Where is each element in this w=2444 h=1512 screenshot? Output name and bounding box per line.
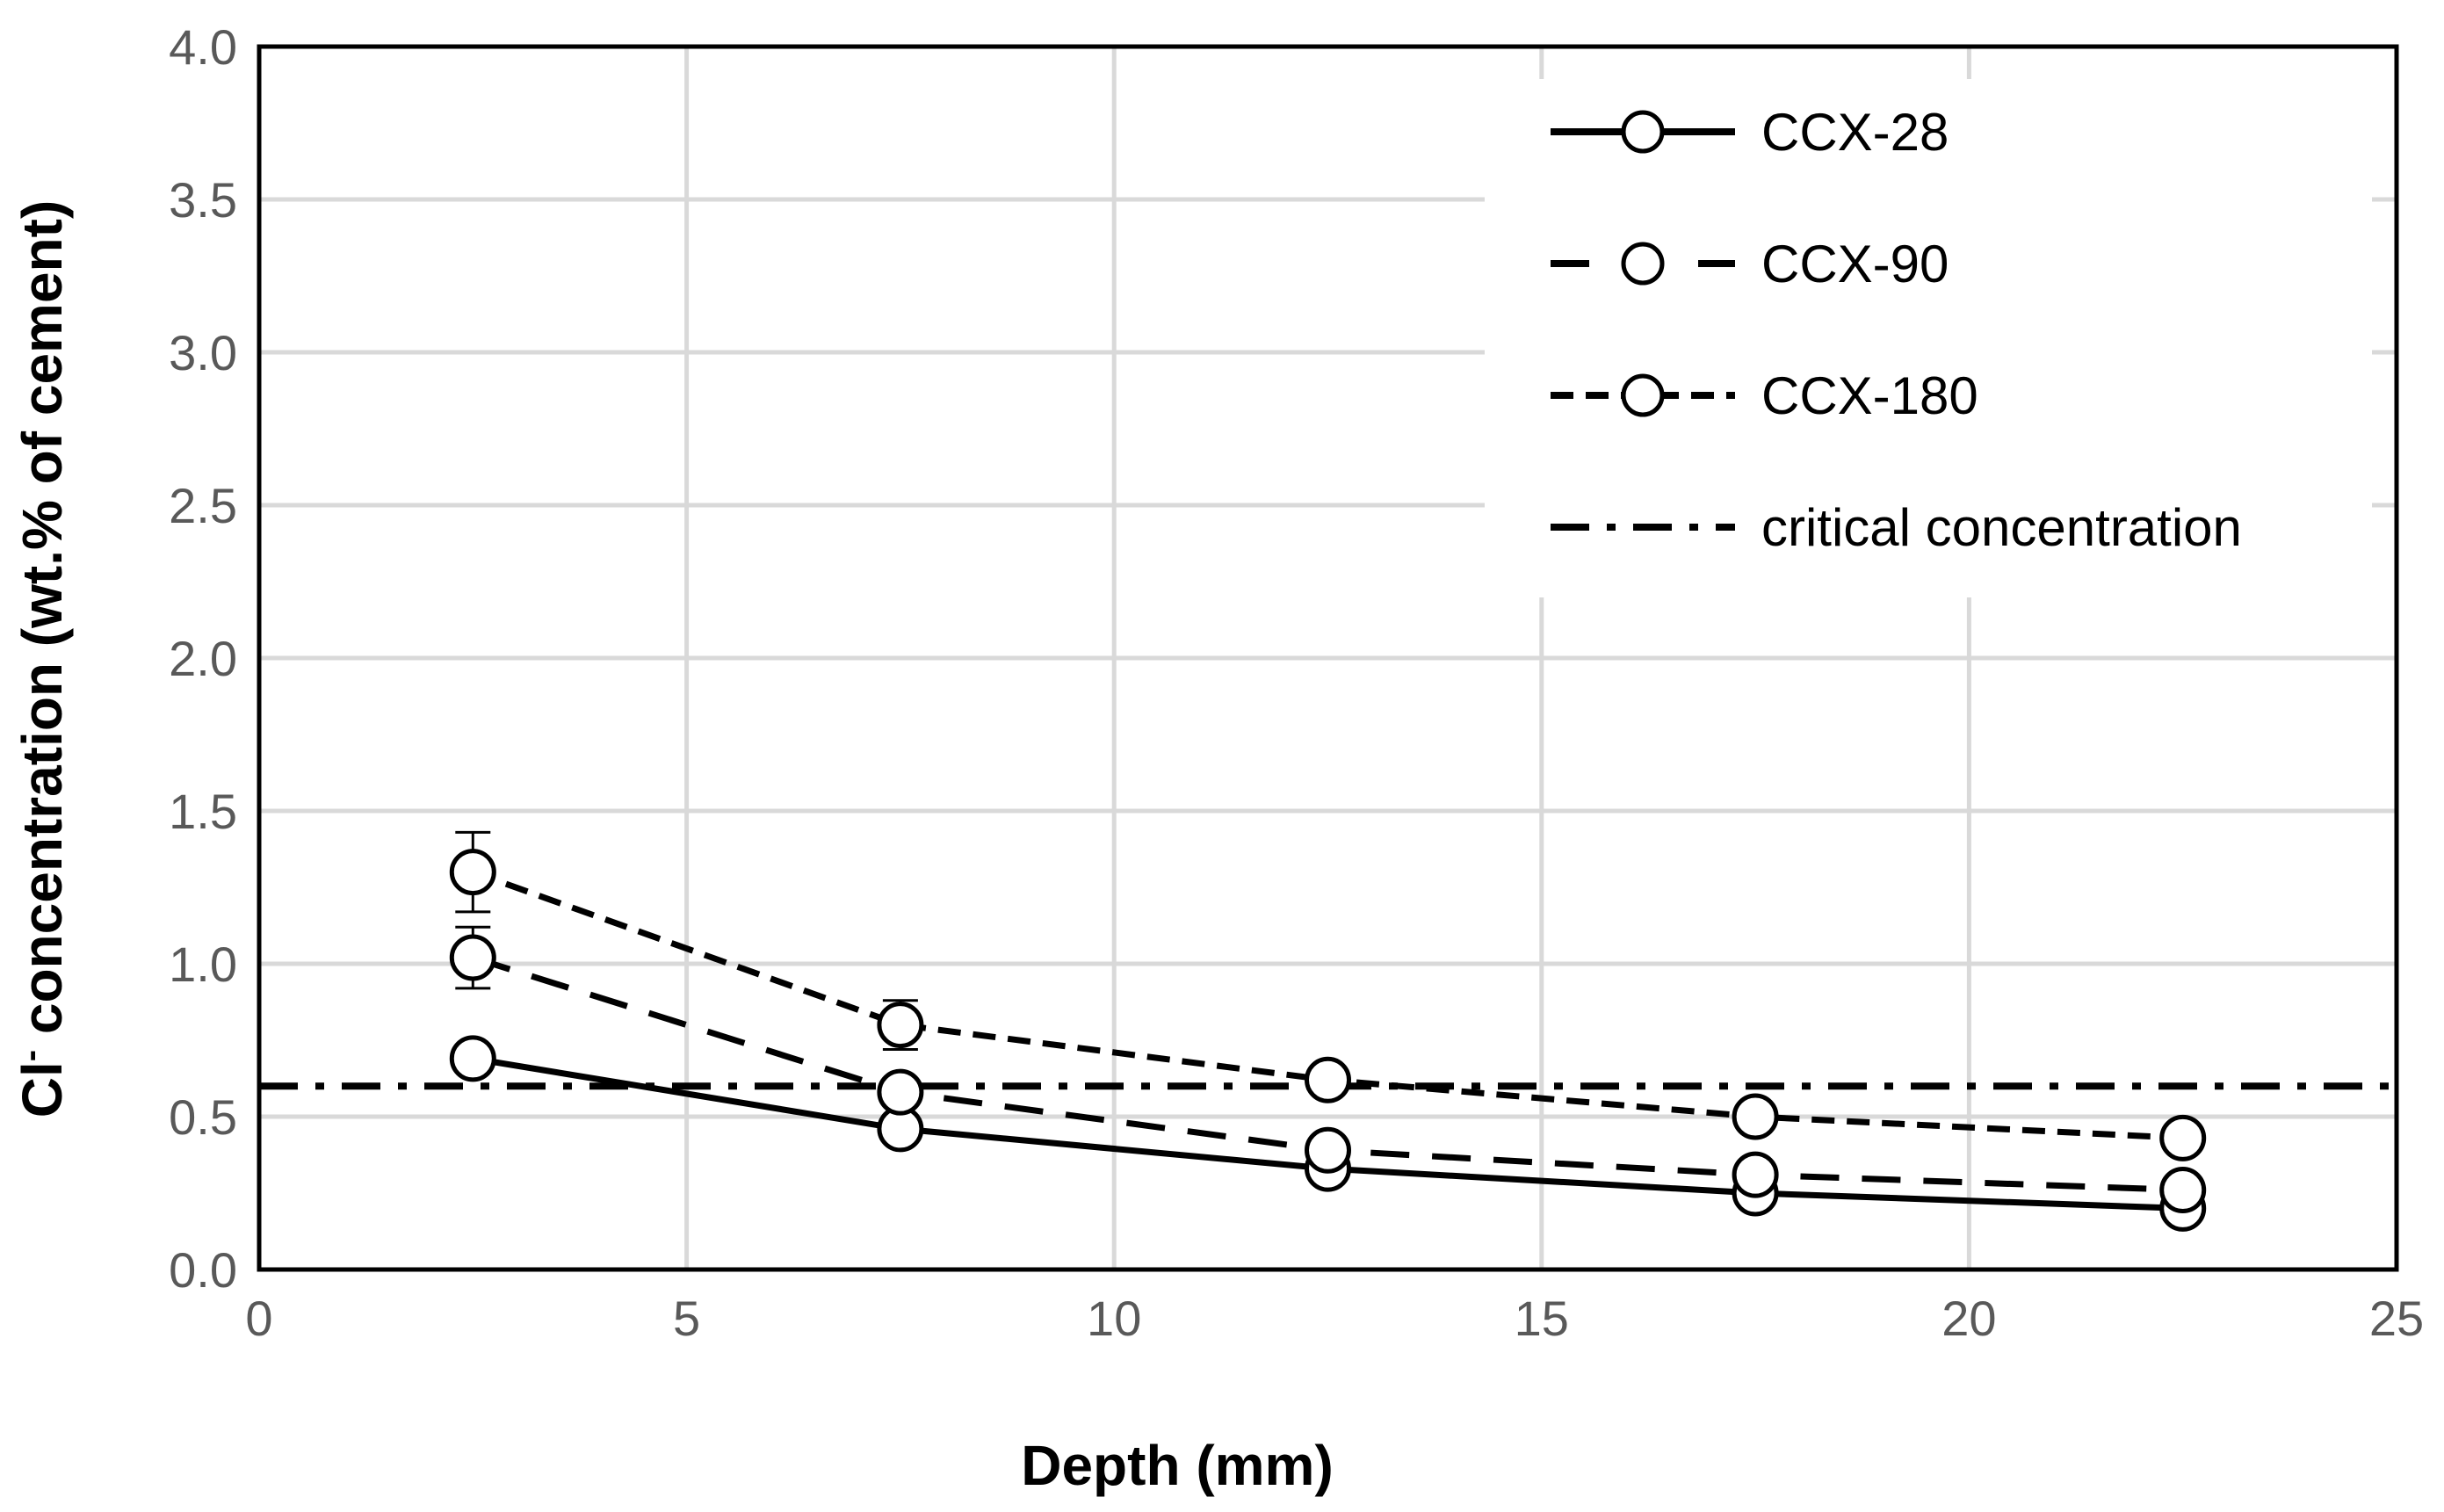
legend-background (1485, 79, 2372, 597)
y-axis-ticks: 0.0 0.5 1.0 1.5 2.0 2.5 3.0 3.5 4.0 (169, 19, 237, 1298)
data-point-ccx-180 (1732, 1093, 1779, 1140)
series-ccx-180 (449, 830, 2207, 1161)
data-point-ccx-90 (2159, 1167, 2207, 1214)
x-tick-label: 0 (245, 1291, 272, 1346)
data-point-ccx-90 (1732, 1151, 1779, 1198)
data-point-ccx-180 (877, 1002, 924, 1049)
legend-entry-ccx-28: CCX-28 (1551, 103, 1949, 162)
x-tick-label: 20 (1941, 1291, 1996, 1346)
legend: CCX-28 CCX-90 CCX-180 critical concentratio… (1485, 79, 2372, 597)
legend-entry-ccx-90: CCX-90 (1551, 235, 1949, 293)
data-point-ccx-180 (2159, 1114, 2207, 1161)
y-tick-label: 3.5 (169, 172, 237, 228)
x-tick-label: 25 (2369, 1291, 2424, 1346)
x-tick-label: 15 (1515, 1291, 1569, 1346)
x-tick-label: 10 (1087, 1291, 1141, 1346)
y-tick-label: 2.0 (169, 631, 237, 686)
legend-label-ccx-180: CCX-180 (1761, 366, 1978, 425)
data-point-ccx-90 (449, 934, 496, 981)
y-tick-label: 1.5 (169, 784, 237, 839)
y-tick-label: 3.0 (169, 325, 237, 380)
y-axis-title-rest: concentration (wt.% of cement) (11, 200, 74, 1050)
legend-label-ccx-28: CCX-28 (1761, 103, 1949, 162)
y-tick-label: 2.5 (169, 478, 237, 533)
y-tick-label: 0.0 (169, 1242, 237, 1298)
data-point-ccx-180 (1305, 1056, 1351, 1103)
data-point-ccx-90 (877, 1068, 924, 1116)
legend-label-ccx-90: CCX-90 (1761, 235, 1949, 293)
x-tick-label: 5 (673, 1291, 700, 1346)
y-tick-label: 0.5 (169, 1089, 237, 1145)
y-tick-label: 1.0 (169, 937, 237, 992)
data-point-ccx-180 (449, 849, 496, 896)
legend-marker-ccx-90 (1621, 242, 1665, 286)
x-axis-title: Depth (mm) (1021, 1434, 1334, 1497)
legend-entry-ccx-180: CCX-180 (1551, 366, 1978, 425)
legend-marker-ccx-180 (1621, 373, 1665, 417)
y-tick-label: 4.0 (169, 19, 237, 75)
y-axis-title: Cl- concentration (wt.% of cement) (11, 200, 74, 1118)
x-axis-ticks: 0 5 10 15 20 25 (245, 1291, 2424, 1346)
data-point-ccx-90 (1305, 1126, 1351, 1174)
y-axis-title-superscript: - (11, 1050, 50, 1061)
plot-frame (257, 44, 2399, 1272)
legend-entry-critical-concentration: critical concentration (1551, 498, 2242, 557)
series-group (259, 830, 2397, 1232)
series-ccx-90 (449, 925, 2207, 1214)
y-axis-title-main: Cl (11, 1061, 74, 1118)
legend-label-critical-concentration: critical concentration (1761, 498, 2242, 557)
legend-marker-ccx-28 (1621, 110, 1665, 154)
data-point-ccx-28 (449, 1035, 496, 1082)
